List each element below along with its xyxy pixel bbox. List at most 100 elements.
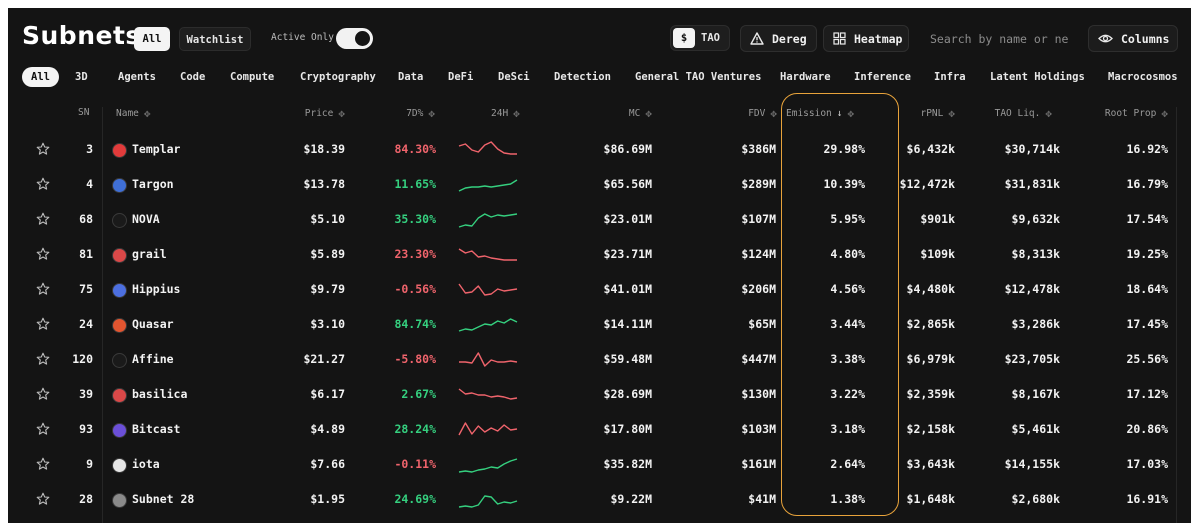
tao-liq-cell: $2,680k bbox=[1011, 492, 1060, 506]
market-cap-cell: $65.56M bbox=[603, 177, 652, 191]
category-chip[interactable]: All bbox=[22, 67, 59, 87]
category-chip[interactable]: DeFi bbox=[448, 71, 474, 83]
market-cap-cell: $35.82M bbox=[603, 457, 652, 471]
table-row[interactable]: Subnet 28 28 $1.95 24.69% $9.22M $41M 1.38% $1,… bbox=[8, 482, 1191, 517]
subnet-name[interactable]: grail bbox=[132, 247, 167, 261]
col-root-prop[interactable]: Root Prop ✥ bbox=[1068, 107, 1168, 120]
table-row[interactable]: Hippius 75 $9.79 -0.56% $41.01M $206M 4.56% $4,… bbox=[8, 272, 1191, 307]
subnet-name[interactable]: Subnet 28 bbox=[132, 492, 195, 506]
search-input[interactable] bbox=[923, 25, 1073, 52]
category-chip[interactable]: Infra bbox=[934, 71, 966, 83]
watchlist-star-icon[interactable] bbox=[36, 142, 50, 156]
watchlist-star-icon[interactable] bbox=[36, 317, 50, 331]
subnet-name[interactable]: iota bbox=[132, 457, 160, 471]
change-7d-cell: 35.30% bbox=[394, 212, 436, 226]
fdv-cell: $289M bbox=[741, 177, 776, 191]
rpnl-cell: $1,648k bbox=[906, 492, 955, 506]
col-price[interactable]: Price ✥ bbox=[258, 107, 345, 120]
market-cap-cell: $17.80M bbox=[603, 422, 652, 436]
active-only-toggle[interactable] bbox=[336, 28, 373, 49]
table-row[interactable]: Templar 3 $18.39 84.30% $86.69M $386M 29.98% $6… bbox=[8, 132, 1191, 167]
fdv-cell: $107M bbox=[741, 212, 776, 226]
watchlist-star-icon[interactable] bbox=[36, 492, 50, 506]
currency-usd-button[interactable]: $ bbox=[673, 28, 695, 48]
category-chip[interactable]: Macrocosmos bbox=[1108, 71, 1178, 83]
subnets-panel: Subnets All Watchlist Active Only $ TAO … bbox=[8, 8, 1191, 523]
col-7d[interactable]: 7D% ✥ bbox=[363, 107, 435, 120]
watchlist-star-icon[interactable] bbox=[36, 282, 50, 296]
col-tao-liq[interactable]: TAO Liq. ✥ bbox=[968, 107, 1052, 120]
market-cap-cell: $9.22M bbox=[610, 492, 652, 506]
col-mc-label: MC bbox=[628, 108, 641, 119]
col-24h[interactable]: 24H ✥ bbox=[491, 107, 520, 120]
price-cell: $7.66 bbox=[310, 457, 345, 471]
category-chip[interactable]: Hardware bbox=[780, 71, 831, 83]
sparkline-24h bbox=[458, 213, 518, 228]
col-sn[interactable]: SN bbox=[78, 107, 89, 118]
watchlist-star-icon[interactable] bbox=[36, 212, 50, 226]
subnet-name[interactable]: Hippius bbox=[132, 282, 181, 296]
col-rpnl[interactable]: rPNL ✥ bbox=[888, 107, 955, 120]
root-prop-cell: 17.03% bbox=[1126, 457, 1168, 471]
category-chip[interactable]: DeSci bbox=[498, 71, 530, 83]
category-chip[interactable]: General TAO Ventures bbox=[635, 71, 762, 83]
category-chip[interactable]: Agents bbox=[118, 71, 156, 83]
watchlist-star-icon[interactable] bbox=[36, 387, 50, 401]
tao-liq-cell: $8,167k bbox=[1011, 387, 1060, 401]
subnet-name[interactable]: Bitcast bbox=[132, 422, 181, 436]
table-row[interactable]: Targon 4 $13.78 11.65% $65.56M $289M 10.39% $12… bbox=[8, 167, 1191, 202]
subnet-name[interactable]: Templar bbox=[132, 142, 181, 156]
change-7d-cell: 2.67% bbox=[401, 387, 436, 401]
fdv-cell: $386M bbox=[741, 142, 776, 156]
watchlist-star-icon[interactable] bbox=[36, 457, 50, 471]
category-chip[interactable]: Latent Holdings bbox=[990, 71, 1085, 83]
columns-label: Columns bbox=[1121, 31, 1170, 46]
category-chip[interactable]: Detection bbox=[554, 71, 611, 83]
heatmap-button[interactable]: Heatmap bbox=[823, 25, 909, 52]
table-row[interactable]: Quasar 24 $3.10 84.74% $14.11M $65M 3.44% $2,86… bbox=[8, 307, 1191, 342]
table-row[interactable]: grail 81 $5.89 23.30% $23.71M $124M 4.80% $109k… bbox=[8, 237, 1191, 272]
sn-cell: 68 bbox=[79, 212, 93, 226]
currency-tao-button[interactable]: TAO bbox=[701, 32, 720, 44]
subnet-name[interactable]: Quasar bbox=[132, 317, 174, 331]
subnet-name[interactable]: Affine bbox=[132, 352, 174, 366]
watchlist-star-icon[interactable] bbox=[36, 177, 50, 191]
toggle-knob bbox=[355, 31, 370, 46]
subnet-name[interactable]: basilica bbox=[132, 387, 188, 401]
emission-cell: 29.98% bbox=[823, 142, 865, 156]
category-chip[interactable]: Cryptography bbox=[300, 71, 376, 83]
tao-liq-cell: $9,632k bbox=[1011, 212, 1060, 226]
dereg-label: Dereg bbox=[772, 31, 807, 46]
root-prop-cell: 17.54% bbox=[1126, 212, 1168, 226]
root-prop-cell: 25.56% bbox=[1126, 352, 1168, 366]
sparkline-24h bbox=[459, 352, 518, 367]
table-row[interactable]: Bitcast 93 $4.89 28.24% $17.80M $103M 3.18% $2,… bbox=[8, 412, 1191, 447]
fdv-cell: $103M bbox=[741, 422, 776, 436]
tab-all[interactable]: All bbox=[134, 27, 170, 51]
watchlist-star-icon[interactable] bbox=[36, 247, 50, 261]
table-row[interactable]: basilica 39 $6.17 2.67% $28.69M $130M 3.22% $2,… bbox=[8, 377, 1191, 412]
col-name[interactable]: Name ✥ bbox=[116, 107, 151, 120]
category-chip[interactable]: 3D bbox=[75, 71, 88, 83]
columns-button[interactable]: Columns bbox=[1088, 25, 1178, 52]
emission-cell: 1.38% bbox=[830, 492, 865, 506]
category-chip[interactable]: Code bbox=[180, 71, 206, 83]
category-chip[interactable]: Inference bbox=[854, 71, 911, 83]
category-chip[interactable]: Compute bbox=[230, 71, 275, 83]
dereg-button[interactable]: Dereg bbox=[740, 25, 817, 52]
emission-cell: 3.44% bbox=[830, 317, 865, 331]
tab-watchlist[interactable]: Watchlist bbox=[179, 27, 251, 51]
col-emission[interactable]: Emission ↓ ✥ bbox=[786, 107, 854, 120]
col-fdv[interactable]: FDV ✥ bbox=[688, 107, 777, 120]
table-row[interactable]: iota 9 $7.66 -0.11% $35.82M $161M 2.64% $3,643k… bbox=[8, 447, 1191, 482]
move-icon: ✥ bbox=[1045, 107, 1052, 120]
col-mc[interactable]: MC ✥ bbox=[568, 107, 652, 120]
tao-liq-cell: $8,313k bbox=[1011, 247, 1060, 261]
watchlist-star-icon[interactable] bbox=[36, 352, 50, 366]
table-row[interactable]: NOVA 68 $5.10 35.30% $23.01M $107M 5.95% $901k $… bbox=[8, 202, 1191, 237]
subnet-name[interactable]: NOVA bbox=[132, 212, 160, 226]
watchlist-star-icon[interactable] bbox=[36, 422, 50, 436]
table-row[interactable]: Affine 120 $21.27 -5.80% $59.48M $447M 3.38% $6… bbox=[8, 342, 1191, 377]
subnet-name[interactable]: Targon bbox=[132, 177, 174, 191]
category-chip[interactable]: Data bbox=[398, 71, 424, 83]
